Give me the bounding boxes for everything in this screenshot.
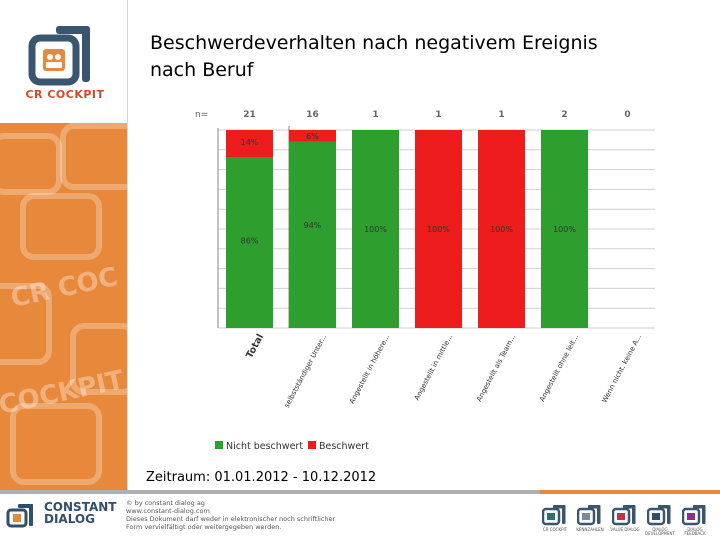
bar-beschwert (226, 130, 273, 158)
data-label-beschwert: 6% (306, 132, 319, 141)
n-value: 2 (561, 110, 567, 120)
brand-line-1: CONSTANT (44, 500, 117, 514)
product-icon-label: VALUE DIALOG (610, 527, 640, 532)
product-icon-label: DIALOG FEEDBACK (684, 527, 706, 536)
legal-line: Dieses Dokument darf weder in elektronis… (126, 515, 336, 523)
data-label-beschwert: 100% (427, 225, 450, 234)
data-label-nicht-beschwert: 100% (553, 225, 576, 234)
bar-beschwert (478, 130, 525, 328)
category-tick-label: Angestellt in mittle... (413, 333, 454, 402)
product-icon-label: DIALOG DEVELOPMENT (645, 527, 675, 536)
legend-label: Beschwert (319, 441, 369, 452)
page-title: Beschwerdeverhalten nach negativem Ereig… (150, 30, 670, 84)
product-icon[interactable] (681, 504, 708, 526)
data-label-beschwert: 14% (241, 138, 259, 147)
data-label-nicht-beschwert: 100% (364, 225, 387, 234)
legal-line: © by constant dialog ag (126, 499, 205, 507)
category-tick-label: Angestellt als Team... (475, 333, 517, 403)
n-value: 1 (372, 110, 378, 120)
product-icon[interactable] (541, 504, 568, 526)
orange-branding-panel: CR COC COCKPIT (0, 123, 128, 490)
legend-swatch (215, 441, 223, 449)
bar-beschwert (289, 130, 336, 142)
n-value: 16 (306, 110, 319, 120)
legend-swatch (308, 441, 316, 449)
category-tick-label: selbstständiger Unter... (283, 333, 328, 409)
cr-cockpit-logo-icon (28, 26, 90, 86)
constant-dialog-logo-icon (6, 504, 33, 528)
legal-line: Form vervielfältigt oder weitergegeben w… (126, 523, 282, 531)
n-value: 1 (435, 110, 441, 120)
bar-nicht-beschwert (352, 130, 399, 328)
logo-text: CR COCKPIT (25, 88, 105, 101)
footer-legal-text: © by constant dialog ag www.constant-dia… (126, 499, 335, 531)
footer-accent-line (540, 490, 720, 494)
legend-label: Nicht beschwert (226, 441, 303, 452)
period-label: Zeitraum: 01.01.2012 - 10.12.2012 (146, 470, 377, 485)
bar-beschwert (415, 130, 462, 328)
n-label: n= (195, 110, 208, 120)
footer: CONSTANT DIALOG © by constant dialog ag … (0, 490, 720, 540)
bar-nicht-beschwert (289, 141, 336, 328)
brand-line-2: DIALOG (44, 512, 95, 526)
product-icons: CR COCKPIT KENNZAHLEN VALUE DIALOG DIALOG D… (538, 498, 718, 538)
product-icon-label: KENNZAHLEN (576, 527, 604, 532)
data-label-beschwert: 100% (490, 225, 513, 234)
bar-nicht-beschwert (226, 157, 273, 328)
n-value: 21 (243, 110, 256, 120)
bar-nicht-beschwert (541, 130, 588, 328)
product-icon[interactable] (611, 504, 638, 526)
product-icon[interactable] (646, 504, 673, 526)
data-label-nicht-beschwert: 86% (241, 237, 259, 246)
footer-brand: CONSTANT DIALOG (44, 501, 116, 525)
legal-line[interactable]: www.constant-dialog.com (126, 507, 210, 515)
data-label-nicht-beschwert: 94% (304, 221, 322, 230)
deco-text: CR COC (8, 262, 121, 314)
product-icon[interactable] (576, 504, 603, 526)
n-value: 1 (498, 110, 504, 120)
title-line-1: Beschwerdeverhalten nach negativem Ereig… (150, 32, 598, 54)
vertical-divider (127, 0, 128, 490)
category-tick-label: Wenn nicht, keine A... (600, 333, 643, 404)
category-tick-label: Angestellt ohne leit... (538, 333, 580, 403)
product-icon-label: CR COCKPIT (542, 527, 568, 532)
footer-divider (0, 490, 720, 494)
n-value: 0 (624, 110, 630, 120)
category-tick-label: Total (244, 332, 266, 360)
category-tick-label: Angestellt in höhere... (348, 333, 391, 405)
title-line-2: nach Beruf (150, 59, 254, 81)
